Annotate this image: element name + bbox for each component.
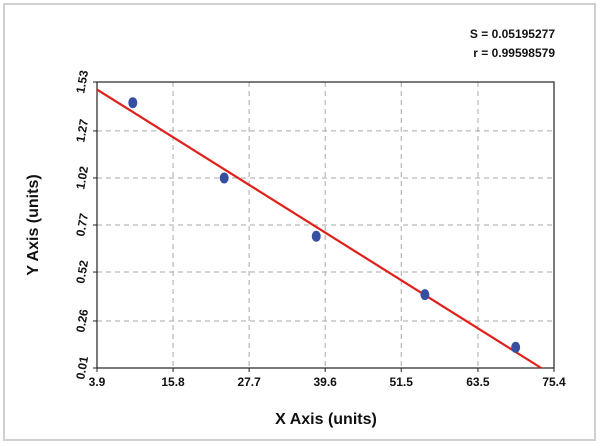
y-tick-label: 0.26 bbox=[73, 308, 91, 334]
y-tick-label: 0.01 bbox=[73, 355, 91, 381]
y-tick-label: 0.52 bbox=[73, 259, 91, 285]
annotation: r = 0.99598579 bbox=[473, 46, 555, 60]
x-tick-label: 39.6 bbox=[314, 375, 338, 389]
point bbox=[128, 97, 138, 109]
x-tick-label: 27.7 bbox=[237, 375, 261, 389]
fit-line bbox=[96, 88, 542, 369]
annotation: S = 0.05195277 bbox=[470, 27, 555, 41]
x-tick-label: 3.9 bbox=[89, 375, 106, 389]
y-tick-label: 1.53 bbox=[73, 69, 91, 95]
x-tick-label: 15.8 bbox=[161, 375, 185, 389]
plot-frame bbox=[96, 81, 555, 369]
x-axis-label: X Axis (units) bbox=[275, 411, 377, 428]
point bbox=[219, 172, 229, 184]
y-tick-label: 1.27 bbox=[73, 118, 91, 144]
x-tick-label: 51.5 bbox=[390, 375, 414, 389]
y-tick-label: 1.02 bbox=[73, 165, 91, 191]
y-tick-label: 0.77 bbox=[73, 212, 91, 238]
point bbox=[311, 230, 321, 242]
y-axis-label: Y Axis (units) bbox=[25, 174, 42, 275]
x-tick-label: 75.4 bbox=[542, 375, 566, 389]
point bbox=[511, 341, 521, 353]
point bbox=[420, 289, 430, 301]
x-tick-label: 63.5 bbox=[466, 375, 490, 389]
